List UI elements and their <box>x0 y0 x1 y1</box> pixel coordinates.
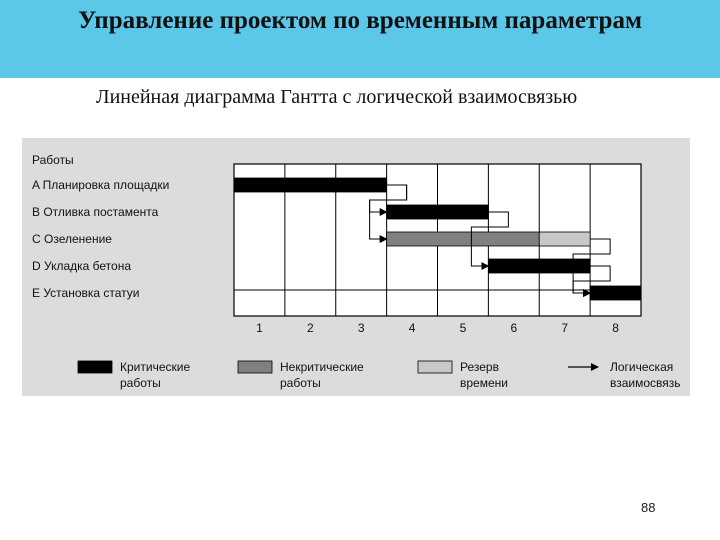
chart-legend: Критические работы Некритические работы Резе… <box>77 360 681 390</box>
dependency-arrow <box>572 238 611 297</box>
x-tick-label: 5 <box>460 321 467 335</box>
x-tick-label: 4 <box>409 321 416 335</box>
legend-label: Некритические <box>280 360 364 374</box>
legend-swatch <box>417 360 453 374</box>
dependency-arrow <box>369 184 408 243</box>
gantt-chart: 1 2 3 4 5 6 7 8 Работы A Планировка площадки B Отл… <box>32 153 681 390</box>
legend-label: работы <box>120 376 161 390</box>
legend-label: времени <box>460 376 508 390</box>
x-tick-label: 1 <box>256 321 263 335</box>
slide-subtitle: Линейная диаграмма Гантта с логической в… <box>96 86 578 108</box>
chart-labels: 1 2 3 4 5 6 7 8 Работы A Планировка площадки B Отл… <box>32 153 619 335</box>
task-label: D Укладка бетона <box>32 259 131 273</box>
legend-swatch <box>237 360 273 374</box>
critical-task-bar <box>589 285 642 301</box>
y-axis-label: Работы <box>32 153 74 167</box>
title-bar <box>0 0 720 78</box>
gantt-figure: 1 2 3 4 5 6 7 8 Работы A Планировка площадки B Отл… <box>22 138 690 396</box>
dependency-arrow <box>470 211 509 270</box>
task-label: B Отливка постамента <box>32 205 159 219</box>
page-number: 88 <box>641 500 656 515</box>
task-label: E Установка статуи <box>32 286 140 300</box>
legend-label: Логическая <box>610 360 673 374</box>
x-tick-label: 6 <box>510 321 517 335</box>
slack-bar <box>538 231 591 247</box>
task-label: C Озеленение <box>32 232 112 246</box>
x-tick-label: 2 <box>307 321 314 335</box>
legend-label: Критические <box>120 360 190 374</box>
legend-label: работы <box>280 376 321 390</box>
critical-task-bar <box>233 177 388 193</box>
task-label: A Планировка площадки <box>32 178 169 192</box>
x-tick-label: 8 <box>612 321 619 335</box>
x-tick-label: 7 <box>561 321 568 335</box>
legend-label: Резерв <box>460 360 499 374</box>
noncritical-task-bar <box>386 231 540 247</box>
dependency-arrows <box>369 184 611 297</box>
legend-label: взаимосвязь <box>610 376 681 390</box>
x-tick-label: 3 <box>358 321 365 335</box>
critical-task-bar <box>487 258 591 274</box>
slide-title: Управление проектом по временным парамет… <box>78 7 642 34</box>
legend-swatch <box>77 360 113 374</box>
critical-task-bar <box>386 204 489 220</box>
